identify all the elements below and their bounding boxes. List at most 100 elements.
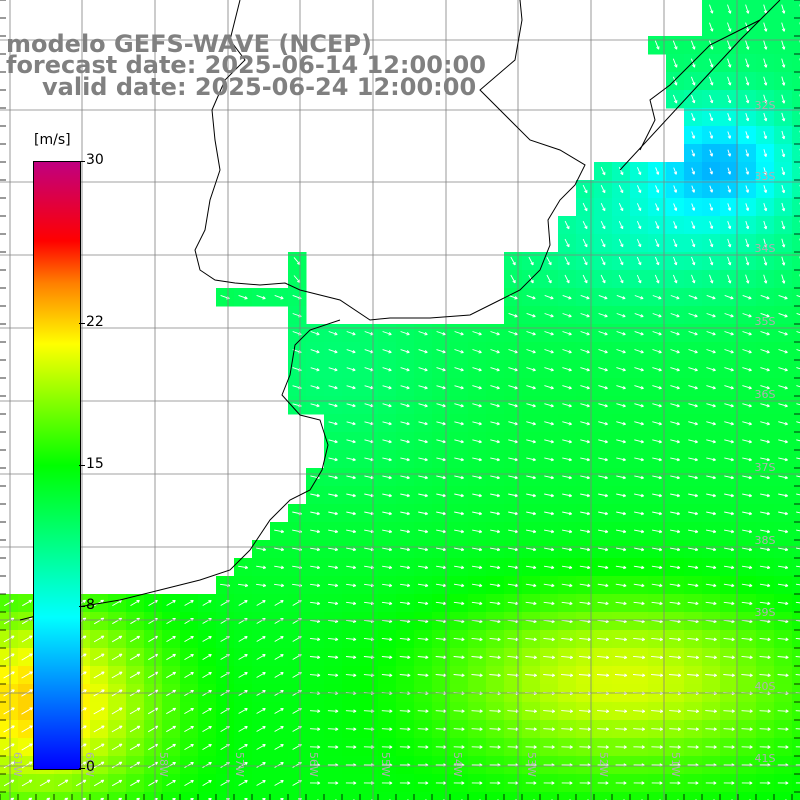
wind-arrow — [655, 185, 660, 193]
wind-arrow — [778, 457, 788, 462]
wind-arrow — [274, 600, 284, 606]
latitude-label: 34S — [755, 242, 776, 255]
wind-cell — [792, 108, 800, 127]
wind-arrow — [709, 185, 714, 193]
wind-arrow — [670, 403, 680, 408]
wind-arrow — [598, 439, 608, 444]
wind-arrow — [633, 745, 645, 749]
wind-arrow — [778, 547, 789, 552]
wind-arrow — [346, 493, 356, 498]
wind-arrow — [309, 745, 321, 749]
wind-arrow — [310, 349, 320, 354]
wind-arrow — [202, 779, 212, 786]
wind-arrow — [526, 367, 536, 372]
wind-arrow — [687, 727, 699, 731]
wind-arrow — [579, 709, 592, 714]
wind-arrow — [706, 349, 716, 354]
wind-cell — [468, 792, 487, 800]
wind-arrow — [471, 745, 483, 749]
wind-cell — [792, 558, 800, 577]
wind-arrow — [636, 239, 642, 248]
colorbar-tick-label: 0 — [86, 759, 95, 775]
wind-arrow — [328, 583, 339, 588]
wind-cell — [360, 792, 379, 800]
wind-arrow — [508, 367, 518, 372]
wind-arrow — [670, 493, 681, 498]
wind-arrow — [795, 583, 800, 586]
wind-arrow — [760, 475, 770, 480]
wind-arrow — [691, 274, 696, 284]
wind-arrow — [471, 727, 483, 731]
wind-arrow — [742, 294, 752, 300]
wind-arrow — [795, 782, 800, 784]
wind-arrow — [400, 331, 410, 336]
wind-arrow — [546, 256, 552, 266]
wind-arrow — [382, 349, 392, 354]
wind-arrow — [525, 583, 537, 588]
wind-cell — [756, 792, 775, 800]
wind-arrow — [436, 439, 446, 444]
wind-arrow — [453, 781, 465, 785]
wind-arrow — [673, 256, 678, 266]
wind-arrow — [723, 601, 735, 606]
wind-arrow — [706, 439, 716, 444]
wind-arrow — [453, 601, 465, 606]
wind-arrow — [597, 655, 610, 660]
wind-arrow — [632, 673, 646, 678]
wind-arrow — [382, 547, 393, 552]
wind-arrow — [759, 709, 771, 713]
wind-arrow — [274, 636, 284, 642]
wind-arrow — [759, 745, 771, 749]
wind-arrow — [489, 727, 501, 731]
wind-arrow — [562, 331, 572, 336]
wind-arrow — [508, 403, 518, 408]
wind-arrow — [202, 671, 212, 678]
wind-arrow — [309, 709, 321, 713]
wind-arrow — [525, 709, 537, 713]
wind-arrow — [345, 781, 357, 785]
wind-arrow — [742, 313, 752, 318]
wind-arrow — [580, 349, 590, 354]
wind-arrow — [796, 403, 800, 406]
wind-arrow — [381, 781, 393, 785]
colorbar-tick-label: 15 — [86, 455, 104, 472]
wind-cell — [144, 792, 163, 800]
wind-arrow — [381, 709, 393, 713]
wind-arrow — [759, 583, 771, 588]
wind-arrow — [526, 331, 536, 336]
wind-arrow — [346, 421, 356, 426]
wind-arrow — [723, 673, 735, 678]
wind-arrow — [598, 547, 609, 552]
wind-arrow — [526, 421, 537, 426]
wind-arrow — [21, 707, 33, 715]
longitude-label: 61W — [11, 752, 24, 777]
wind-arrow — [327, 727, 339, 731]
wind-arrow — [633, 601, 645, 606]
wind-arrow — [796, 331, 800, 334]
wind-arrow — [436, 367, 446, 372]
wind-arrow — [688, 475, 698, 480]
wind-arrow — [778, 565, 789, 570]
wind-arrow — [598, 511, 609, 516]
wind-arrow — [745, 112, 750, 122]
wind-arrow — [709, 167, 713, 175]
wind-arrow — [3, 671, 15, 679]
wind-arrow — [130, 599, 140, 606]
wind-arrow — [328, 511, 338, 516]
wind-arrow — [436, 385, 446, 390]
wind-arrow — [598, 493, 609, 498]
wind-arrow — [327, 781, 339, 785]
wind-arrow — [490, 331, 500, 336]
wind-arrow — [636, 256, 642, 266]
wind-cell — [342, 792, 361, 800]
wind-arrow — [706, 331, 716, 336]
wind-arrow — [328, 565, 339, 570]
wind-arrow — [741, 601, 753, 606]
wind-arrow — [636, 203, 642, 212]
wind-arrow — [777, 745, 789, 749]
wind-arrow — [580, 457, 590, 462]
wind-arrow — [706, 547, 717, 552]
wind-arrow — [93, 653, 105, 661]
wind-cell — [792, 144, 800, 163]
wind-arrow — [508, 349, 518, 354]
